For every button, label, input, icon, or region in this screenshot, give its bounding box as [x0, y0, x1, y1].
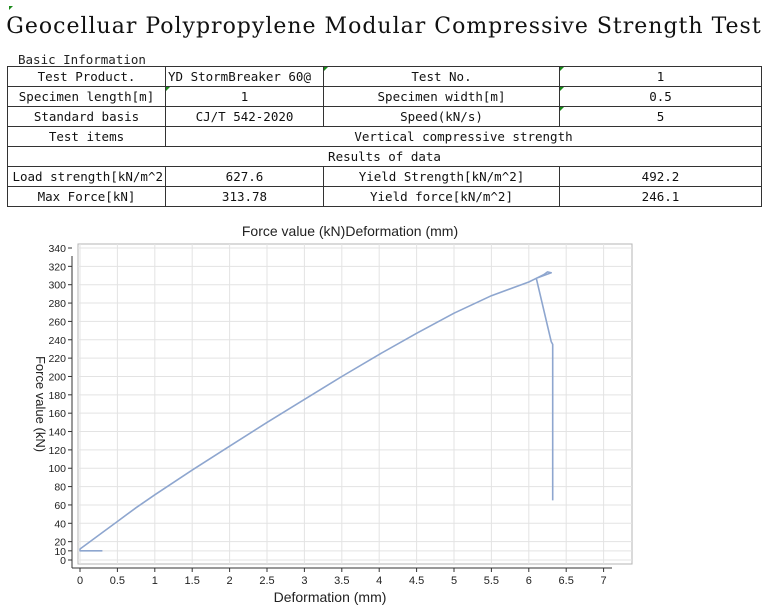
table-row: Test items Vertical compressive strength	[7, 126, 762, 147]
chart-title: Force value (kN)Deformation (mm)	[242, 223, 458, 239]
yield-strength-label: Yield Strength[kN/m^2]	[323, 166, 560, 187]
table-row: Results of data	[7, 146, 762, 167]
corner-marker	[9, 6, 13, 10]
table-row: Load strength[kN/m^2 627.6 Yield Strengt…	[7, 166, 762, 187]
test-items-label: Test items	[7, 126, 166, 147]
standard-basis-label: Standard basis	[7, 106, 166, 127]
y-tick-label: 220	[48, 353, 66, 365]
force-deformation-series-line	[79, 271, 554, 552]
x-tick-label: 1	[152, 575, 158, 587]
speed-label: Speed(kN/s)	[323, 106, 560, 127]
y-tick-label: 320	[48, 261, 66, 273]
specimen-length-value: 1	[165, 86, 324, 107]
speed-value: 5	[559, 106, 762, 127]
load-strength-value: 627.6	[165, 166, 324, 187]
y-tick-label: 80	[54, 482, 66, 494]
test-no-label: Test No.	[323, 66, 560, 87]
x-tick-label: 2	[227, 575, 233, 587]
y-axis-label: Force value (kN)	[33, 356, 48, 452]
info-table: Test Product. YD StormBreaker 60@ Test N…	[7, 66, 762, 207]
specimen-length-label: Specimen length[m]	[7, 86, 166, 107]
specimen-width-value: 0.5	[559, 86, 762, 107]
plot-area	[77, 243, 633, 565]
y-tick-label: 120	[48, 445, 66, 457]
max-force-label: Max Force[kN]	[7, 186, 166, 207]
y-tick-label: 200	[48, 371, 66, 383]
x-tick-label: 5.5	[484, 575, 499, 587]
y-tick-label: 340	[48, 243, 66, 255]
yield-force-label: Yield force[kN/m^2]	[323, 186, 560, 207]
results-header: Results of data	[7, 146, 762, 167]
y-tick-label: 280	[48, 298, 66, 310]
x-tick-label: 0	[77, 575, 83, 587]
page-title: Geocelluar Polypropylene Modular Compres…	[6, 14, 762, 39]
x-tick-label: 0.5	[110, 575, 125, 587]
test-no-value: 1	[559, 66, 762, 87]
yield-force-value: 246.1	[559, 186, 762, 207]
test-product-value: YD StormBreaker 60@	[165, 66, 324, 87]
x-tick-label: 6.5	[559, 575, 574, 587]
y-tick-label: 240	[48, 335, 66, 347]
y-tick-label: 300	[48, 280, 66, 292]
standard-basis-value: CJ/T 542-2020	[165, 106, 324, 127]
y-tick-label: 20	[54, 537, 66, 549]
load-strength-label: Load strength[kN/m^2	[7, 166, 166, 187]
x-axis-label: Deformation (mm)	[274, 589, 387, 605]
specimen-width-label: Specimen width[m]	[323, 86, 560, 107]
x-tick-label: 5	[451, 575, 457, 587]
y-tick-label: 260	[48, 316, 66, 328]
basic-info-label: Basic Information	[18, 52, 146, 67]
y-tick-label: 40	[54, 518, 66, 530]
y-tick-label: 10	[54, 546, 66, 558]
y-tick-label: 180	[48, 390, 66, 402]
x-tick-label: 4	[376, 575, 382, 587]
table-row: Max Force[kN] 313.78 Yield force[kN/m^2]…	[7, 186, 762, 207]
force-deformation-chart: 0 0.5 1 1.5 2 2.5 3 3.5 4 4.5 5 5.5 6 6.5 701020406080…	[33, 223, 633, 605]
y-tick-label: 0	[60, 555, 66, 567]
y-tick-label: 60	[54, 500, 66, 512]
x-tick-label: 3.5	[334, 575, 349, 587]
y-tick-label: 100	[48, 463, 66, 475]
x-tick-label: 4.5	[409, 575, 424, 587]
table-row: Specimen length[m] 1 Specimen width[m] 0…	[7, 86, 762, 107]
x-tick-label: 2.5	[259, 575, 274, 587]
y-tick-label: 140	[48, 427, 66, 439]
x-tick-label: 7	[601, 575, 607, 587]
x-tick-label: 1.5	[185, 575, 200, 587]
x-tick-label: 6	[526, 575, 532, 587]
table-row: Standard basis CJ/T 542-2020 Speed(kN/s)…	[7, 106, 762, 127]
test-product-label: Test Product.	[7, 66, 166, 87]
yield-strength-value: 492.2	[559, 166, 762, 187]
test-items-value: Vertical compressive strength	[165, 126, 762, 147]
x-tick-label: 3	[301, 575, 307, 587]
table-row: Test Product. YD StormBreaker 60@ Test N…	[7, 66, 762, 87]
max-force-value: 313.78	[165, 186, 324, 207]
y-tick-label: 160	[48, 408, 66, 420]
